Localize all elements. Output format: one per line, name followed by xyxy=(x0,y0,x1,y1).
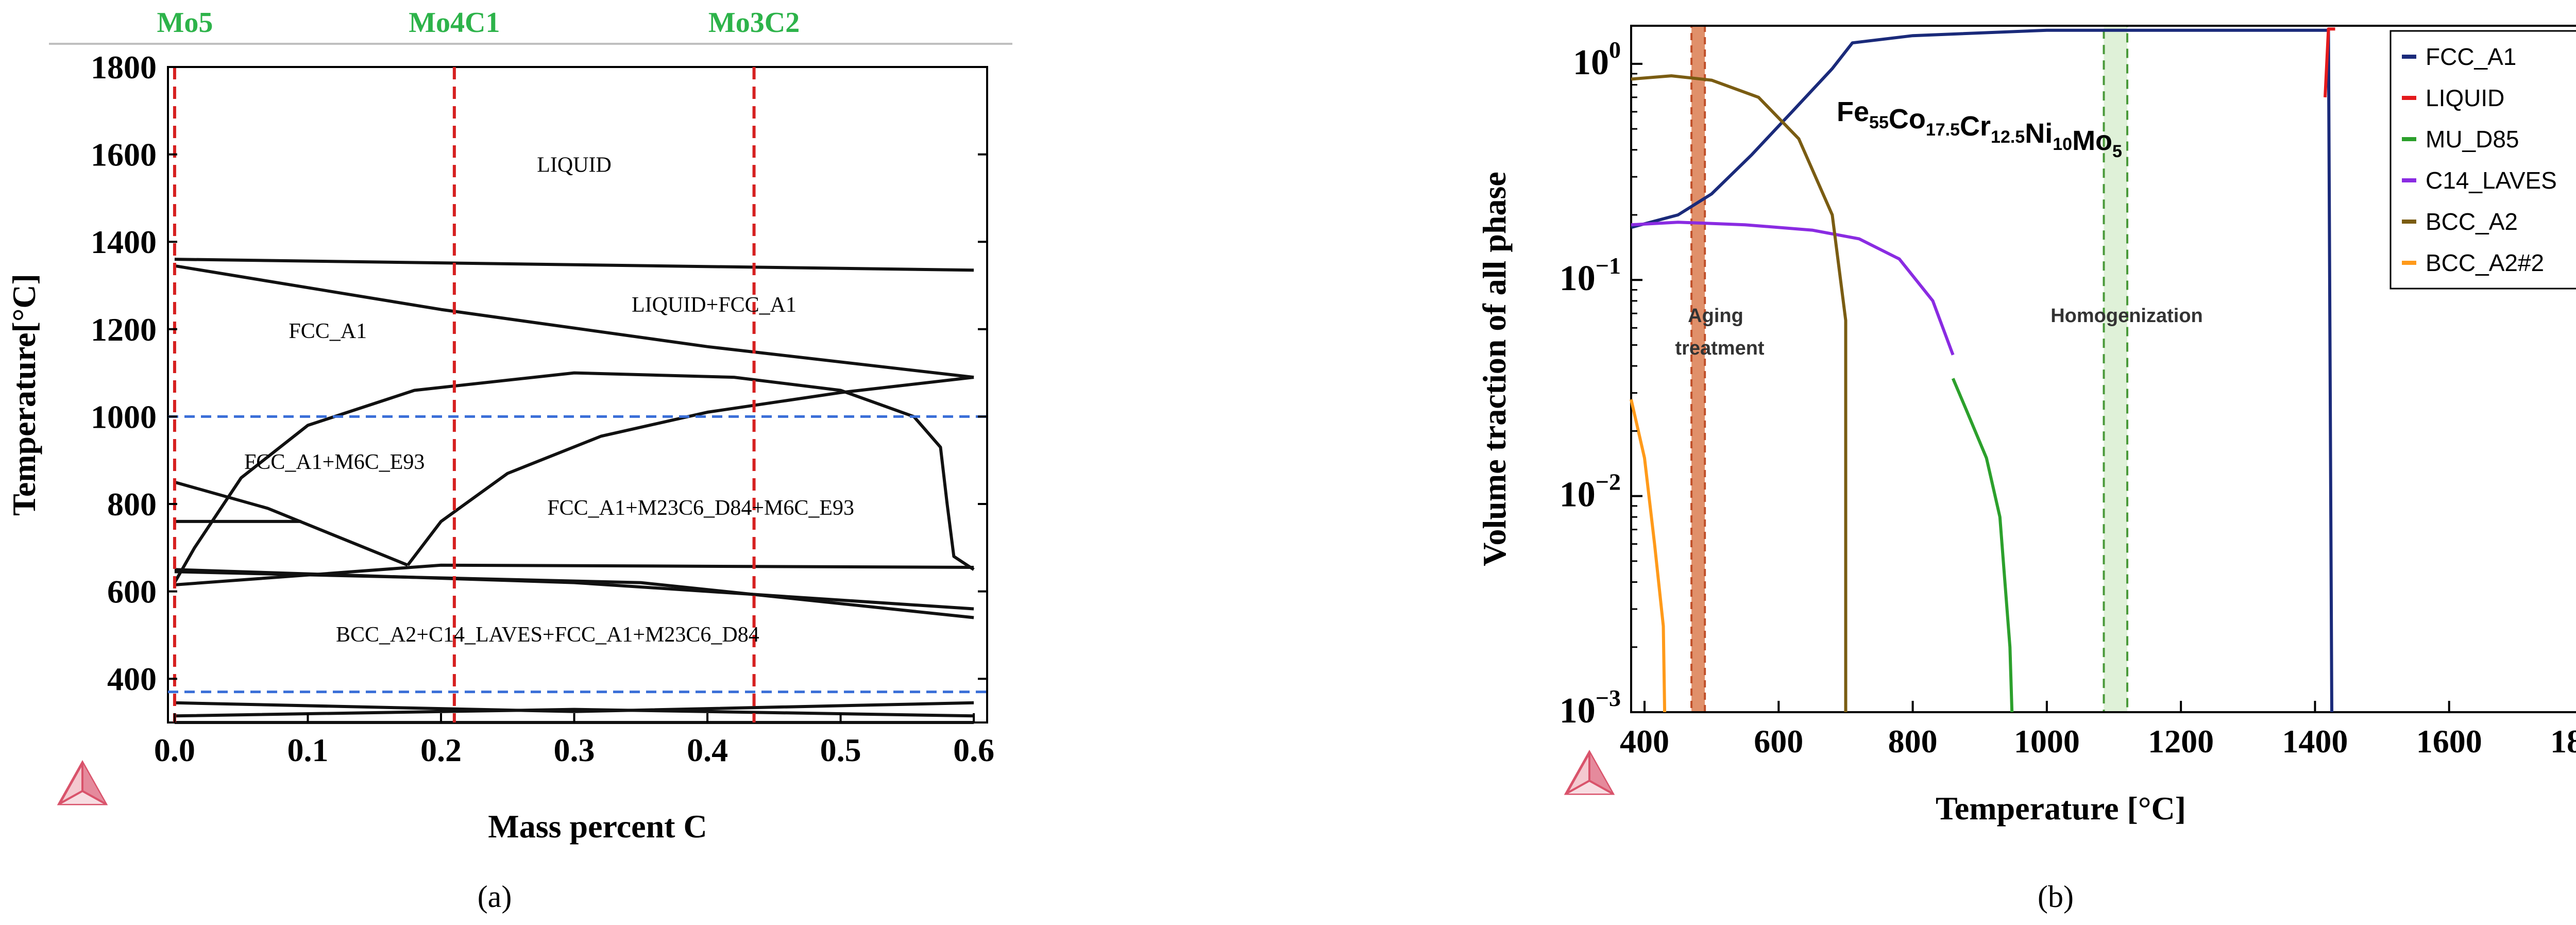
y-tick-label: 400 xyxy=(107,661,157,697)
legend-label: LIQUID xyxy=(2426,85,2504,111)
alloy-composition-label: Fe55Co17.5Cr12.5Ni10Mo5 xyxy=(1837,96,2122,161)
series-lines xyxy=(1630,27,2335,713)
series-line-bcc-a2-2 xyxy=(1630,399,1667,713)
y-tick-label: 10−2 xyxy=(1560,469,1621,515)
x-tick-label: 800 xyxy=(1888,723,1938,760)
panel-b-y-ticks: 100 10−1 10−2 10−3 xyxy=(1560,37,1642,731)
panel-a-x-axis-label: Mass percent C xyxy=(488,808,707,845)
y-tick-label: 1400 xyxy=(91,224,157,260)
boundary-m23c6-dome xyxy=(406,376,974,566)
boundary-bottom-1 xyxy=(174,701,974,713)
phase-region-labels: LIQUID LIQUID+FCC_A1 FCC_A1 FCC_A1+M6C_E93 F… xyxy=(244,154,854,647)
x-tick-label: 0.6 xyxy=(953,732,994,768)
panel-a-y-axis-label: Temperature[°C] xyxy=(6,274,42,516)
boundary-left-steep xyxy=(174,480,409,567)
boundary-liquidus xyxy=(174,258,974,272)
boundary-m6c-dome xyxy=(173,371,975,584)
x-tick-label: 0.1 xyxy=(287,732,328,768)
x-tick-label: 0.3 xyxy=(554,732,595,768)
x-tick-label: 400 xyxy=(1620,723,1669,760)
panel-b-volume-fraction: 100 10−1 10−2 10−3 400 600 800 1000 1200 1400 160… xyxy=(1476,25,2576,914)
legend-label: FCC_A1 xyxy=(2426,43,2516,70)
homogenization-annotation: Homogenization xyxy=(2050,305,2203,327)
x-tick-label: 1400 xyxy=(2282,723,2348,760)
y-tick-label: 600 xyxy=(107,574,157,610)
boundary-solidus xyxy=(174,264,974,379)
legend-label: MU_D85 xyxy=(2426,126,2519,153)
reference-lines xyxy=(168,67,987,722)
series-line-fcc-a1 xyxy=(1631,28,2333,713)
series-line-liquid xyxy=(2324,27,2335,97)
panel-b-plot-frame xyxy=(1630,25,2576,713)
panel-a-y-ticks: 400 600 800 1000 1200 1400 1600 1800 xyxy=(91,49,987,697)
thermocalc-logo xyxy=(57,760,108,805)
panel-a-caption: (a) xyxy=(478,880,512,914)
y-tick-label: 1800 xyxy=(91,49,157,86)
x-tick-label: 0.2 xyxy=(420,732,462,768)
phase-region-label: FCC_A1+M23C6_D84+M6C_E93 xyxy=(547,496,854,520)
series-line-bcc-a2 xyxy=(1631,74,1848,712)
y-tick-label: 10−1 xyxy=(1560,253,1621,298)
x-tick-label: 1600 xyxy=(2416,723,2482,760)
x-tick-label: 600 xyxy=(1754,723,1803,760)
panel-b-x-axis-label: Temperature [°C] xyxy=(1936,790,2186,827)
shaded-bands xyxy=(1690,25,2129,713)
legend-label: C14_LAVES xyxy=(2426,167,2557,194)
x-tick-label: 1000 xyxy=(2014,723,2080,760)
x-tick-label: 0.5 xyxy=(820,732,861,768)
panel-a-phase-diagram: Mo5 Mo4C1 Mo3C2 LIQUID LIQUID+FCC_A1 FCC_A… xyxy=(6,7,1012,914)
y-tick-label: 800 xyxy=(107,486,157,523)
homogenization-band xyxy=(2103,25,2129,713)
legend-label: BCC_A2 xyxy=(2426,208,2518,235)
panel-b-x-ticks: 400 600 800 1000 1200 1400 1600 1800 xyxy=(1620,701,2576,760)
aging-band xyxy=(1690,25,1706,713)
top-label-mo3c2: Mo3C2 xyxy=(708,7,800,39)
legend: FCC_A1 LIQUID MU_D85 C14_LAVES BCC_A2 BCC_A2#… xyxy=(2389,30,2576,290)
x-tick-label: 0.0 xyxy=(154,732,195,768)
aging-annotation-line2: treatment xyxy=(1675,338,1764,359)
y-tick-label: 1200 xyxy=(91,311,157,348)
panel-a-x-ticks: 0.0 0.1 0.2 0.3 0.4 0.5 0.6 xyxy=(154,713,994,768)
boundary-low-slope-c xyxy=(174,568,974,611)
top-label-mo4c1: Mo4C1 xyxy=(409,7,500,39)
panel-b-caption: (b) xyxy=(2038,880,2074,914)
legend-box xyxy=(2389,30,2576,290)
phase-region-label: BCC_A2+C14_LAVES+FCC_A1+M23C6_D84 xyxy=(336,623,759,647)
x-tick-label: 0.4 xyxy=(687,732,728,768)
phase-region-label: LIQUID+FCC_A1 xyxy=(632,293,796,317)
x-tick-label: 1800 xyxy=(2550,723,2576,760)
phase-region-label: FCC_A1+M6C_E93 xyxy=(244,450,425,474)
series-line-mu-d85 xyxy=(1951,378,2014,713)
panel-b-y-axis-label: Volume traction of all phase xyxy=(1476,172,1513,566)
legend-label: BCC_A2#2 xyxy=(2426,249,2544,276)
y-tick-label: 10−3 xyxy=(1560,685,1621,731)
thermocalc-logo xyxy=(1564,749,1615,795)
series-line-c14-laves xyxy=(1631,221,1955,356)
y-tick-label: 1600 xyxy=(91,137,157,173)
y-tick-label: 1000 xyxy=(91,398,157,435)
top-label-mo5: Mo5 xyxy=(157,7,213,39)
boundary-low-slope-a xyxy=(174,570,974,619)
x-tick-label: 1200 xyxy=(2148,723,2214,760)
phase-region-label: LIQUID xyxy=(537,154,612,177)
boundary-low-slope-b xyxy=(174,563,974,586)
y-tick-label: 100 xyxy=(1573,37,1621,82)
aging-annotation-line1: Aging xyxy=(1688,305,1743,327)
phase-region-label: FCC_A1 xyxy=(289,319,367,343)
